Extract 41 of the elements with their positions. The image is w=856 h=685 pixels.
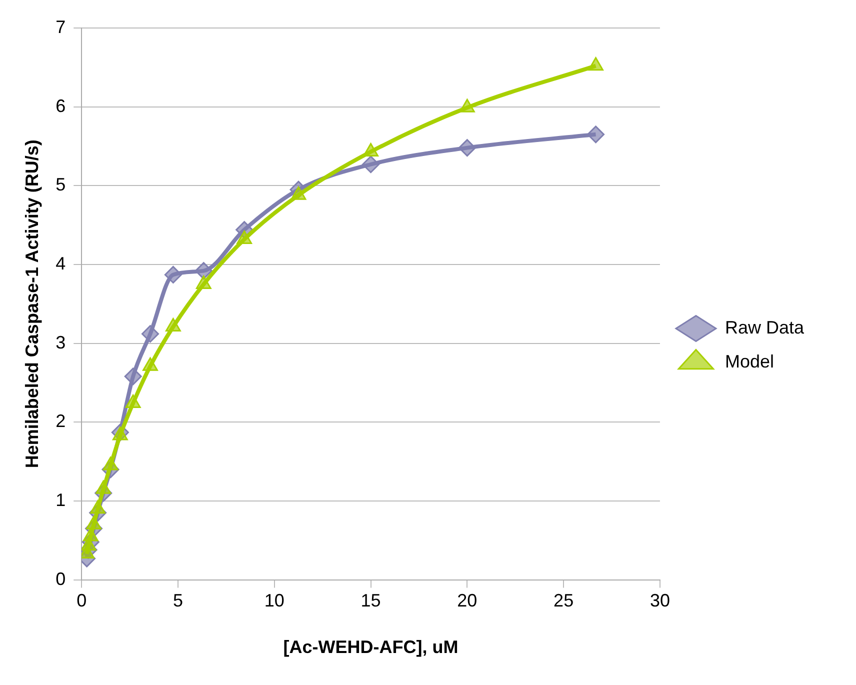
y-tick-label: 3	[56, 332, 66, 352]
point	[86, 516, 102, 530]
x-tick-label: 25	[554, 590, 574, 611]
y-axis-title: Hemilabeled Caspase-1 Activity (RU/s)	[22, 140, 42, 468]
x-tick-label: 0	[76, 590, 87, 611]
point	[460, 98, 475, 112]
x-tick-label: 15	[360, 590, 381, 611]
point	[587, 126, 605, 144]
point	[458, 139, 476, 157]
x-tick-label: 20	[457, 590, 478, 611]
point	[124, 368, 142, 386]
x-tick-label: 30	[650, 590, 670, 611]
point	[102, 456, 118, 470]
y-tick-label: 1	[56, 490, 66, 510]
point	[194, 262, 212, 280]
point	[125, 394, 141, 408]
point	[112, 426, 128, 440]
x-tick-label: 5	[172, 590, 184, 611]
point	[96, 480, 112, 494]
point	[362, 156, 380, 174]
point	[90, 500, 106, 514]
y-tick-label: 6	[56, 96, 66, 116]
x-axis-title: [Ac-WEHD-AFC], uM	[283, 637, 458, 658]
legend-label: Model	[724, 351, 774, 372]
point	[82, 528, 98, 542]
point	[166, 318, 181, 332]
legend-label: Raw Data	[724, 317, 805, 338]
y-tick-label: 0	[56, 568, 66, 589]
point	[141, 325, 159, 343]
y-tick-label: 2	[56, 411, 66, 432]
point	[196, 275, 212, 289]
y-tick-label: 7	[56, 16, 66, 37]
point	[236, 230, 252, 244]
point	[290, 186, 306, 200]
point	[142, 357, 158, 371]
point	[588, 57, 604, 71]
point	[164, 266, 182, 284]
x-tick-label: 10	[264, 590, 284, 611]
y-tick-label: 4	[56, 253, 66, 274]
point	[363, 143, 378, 157]
y-tick-label: 5	[56, 174, 66, 195]
